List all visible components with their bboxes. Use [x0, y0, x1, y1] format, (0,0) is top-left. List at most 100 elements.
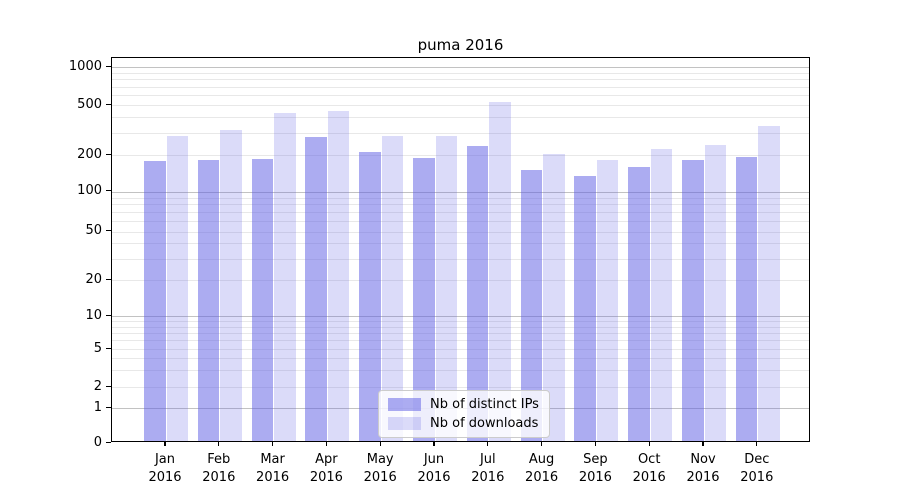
y-tick-label: 1 — [93, 399, 102, 415]
y-tick-mark — [106, 347, 111, 349]
gridline-minor — [112, 387, 809, 388]
legend-label-distinct-ips: Nb of distinct IPs — [430, 397, 539, 412]
gridline-minor — [112, 340, 809, 342]
bar-downloads-oct — [650, 148, 673, 441]
bar-downloads-sep — [596, 159, 619, 441]
bar-downloads-may — [381, 135, 404, 441]
gridline-minor — [112, 220, 809, 222]
y-tick-label: 200 — [77, 146, 102, 162]
y-tick-mark — [106, 190, 111, 192]
x-tick-mark — [433, 442, 435, 446]
gridline-minor — [112, 370, 809, 372]
gridline-minor — [112, 321, 809, 323]
gridline-minor — [112, 79, 809, 81]
gridline-minor — [112, 95, 809, 96]
legend-item-downloads: Nb of downloads — [388, 416, 539, 431]
y-tick-mark — [106, 441, 111, 443]
y-tick-label: 5 — [93, 340, 102, 356]
bar-distinct-ips-dec — [735, 156, 758, 441]
y-tick-mark — [106, 278, 111, 280]
bar-distinct-ips-jul — [466, 145, 489, 441]
y-tick-mark — [106, 103, 111, 105]
gridline-major — [112, 316, 809, 317]
bar-distinct-ips-feb — [197, 160, 220, 441]
x-tick-label: Feb 2016 — [202, 452, 236, 485]
x-tick-mark — [218, 442, 220, 446]
x-tick-mark — [272, 442, 274, 446]
x-tick-label: Dec 2016 — [740, 452, 774, 485]
y-tick-label: 100 — [77, 183, 102, 198]
gridline-minor — [112, 280, 809, 281]
gridline-major — [112, 191, 809, 193]
y-tick-mark — [106, 230, 111, 232]
x-tick-mark — [648, 442, 650, 446]
gridline-minor — [112, 204, 809, 206]
gridline-minor — [112, 72, 809, 74]
bar-distinct-ips-aug — [520, 170, 543, 441]
x-tick-mark — [325, 442, 328, 446]
bar-distinct-ips-apr — [305, 136, 327, 441]
x-tick-label: Aug 2016 — [525, 452, 559, 485]
gridline-minor — [112, 212, 809, 214]
y-tick-mark — [106, 314, 111, 316]
bar-distinct-ips-mar — [251, 159, 274, 441]
x-tick-label: Jan 2016 — [148, 452, 182, 485]
bar-downloads-jun — [435, 135, 457, 441]
x-tick-mark — [541, 442, 543, 446]
y-tick-label: 1000 — [68, 58, 102, 74]
y-tick-mark — [106, 65, 111, 67]
gridline-minor — [112, 231, 809, 233]
bar-distinct-ips-nov — [682, 159, 704, 441]
y-tick-label: 2 — [93, 378, 102, 394]
x-tick-mark — [756, 442, 758, 446]
bar-downloads-jul — [489, 102, 511, 441]
bar-distinct-ips-jun — [413, 158, 435, 441]
gridline-minor — [112, 86, 809, 88]
x-tick-label: Oct 2016 — [632, 452, 666, 485]
x-tick-label: May 2016 — [363, 452, 397, 485]
bar-downloads-mar — [274, 112, 296, 441]
x-tick-mark — [702, 442, 704, 446]
chart-title: puma 2016 — [417, 36, 504, 54]
x-tick-label: Nov 2016 — [686, 452, 720, 485]
bar-distinct-ips-oct — [628, 167, 650, 441]
bar-distinct-ips-jan — [144, 161, 166, 441]
gridline-minor — [112, 117, 809, 119]
bar-downloads-dec — [758, 126, 780, 441]
y-tick-label: 500 — [77, 96, 102, 112]
x-tick-label: Jun 2016 — [417, 452, 451, 485]
gridline-minor — [112, 132, 809, 134]
gridline-minor — [112, 197, 809, 199]
plot-area — [111, 57, 810, 442]
bar-downloads-apr — [327, 110, 350, 441]
x-tick-mark — [487, 442, 489, 446]
gridline-minor — [112, 243, 809, 245]
legend: Nb of distinct IPs Nb of downloads — [378, 390, 550, 438]
bar-downloads-nov — [704, 145, 726, 441]
legend-item-distinct-ips: Nb of distinct IPs — [388, 397, 539, 412]
x-tick-label: Mar 2016 — [256, 452, 290, 485]
gridline-minor — [112, 105, 809, 106]
bar-downloads-jan — [166, 135, 188, 441]
x-tick-mark — [379, 442, 381, 446]
y-tick-label: 50 — [85, 223, 102, 238]
bar-downloads-aug — [543, 153, 565, 441]
legend-swatch-downloads — [388, 417, 421, 430]
legend-swatch-distinct-ips — [388, 398, 421, 411]
y-tick-label: 10 — [85, 307, 102, 323]
x-tick-label: Jul 2016 — [471, 452, 505, 485]
y-tick-mark — [106, 406, 111, 408]
x-tick-mark — [594, 442, 597, 446]
bar-downloads-feb — [220, 130, 242, 441]
gridline-minor — [112, 326, 809, 328]
x-tick-label: Sep 2016 — [578, 452, 612, 485]
bar-distinct-ips-sep — [574, 175, 596, 441]
gridline-minor — [112, 358, 809, 360]
gridline-minor — [112, 258, 809, 260]
gridline-minor — [112, 349, 809, 350]
x-tick-mark — [164, 442, 166, 446]
gridline-major — [112, 67, 809, 68]
x-tick-label: Apr 2016 — [309, 452, 343, 485]
y-tick-mark — [106, 385, 111, 387]
